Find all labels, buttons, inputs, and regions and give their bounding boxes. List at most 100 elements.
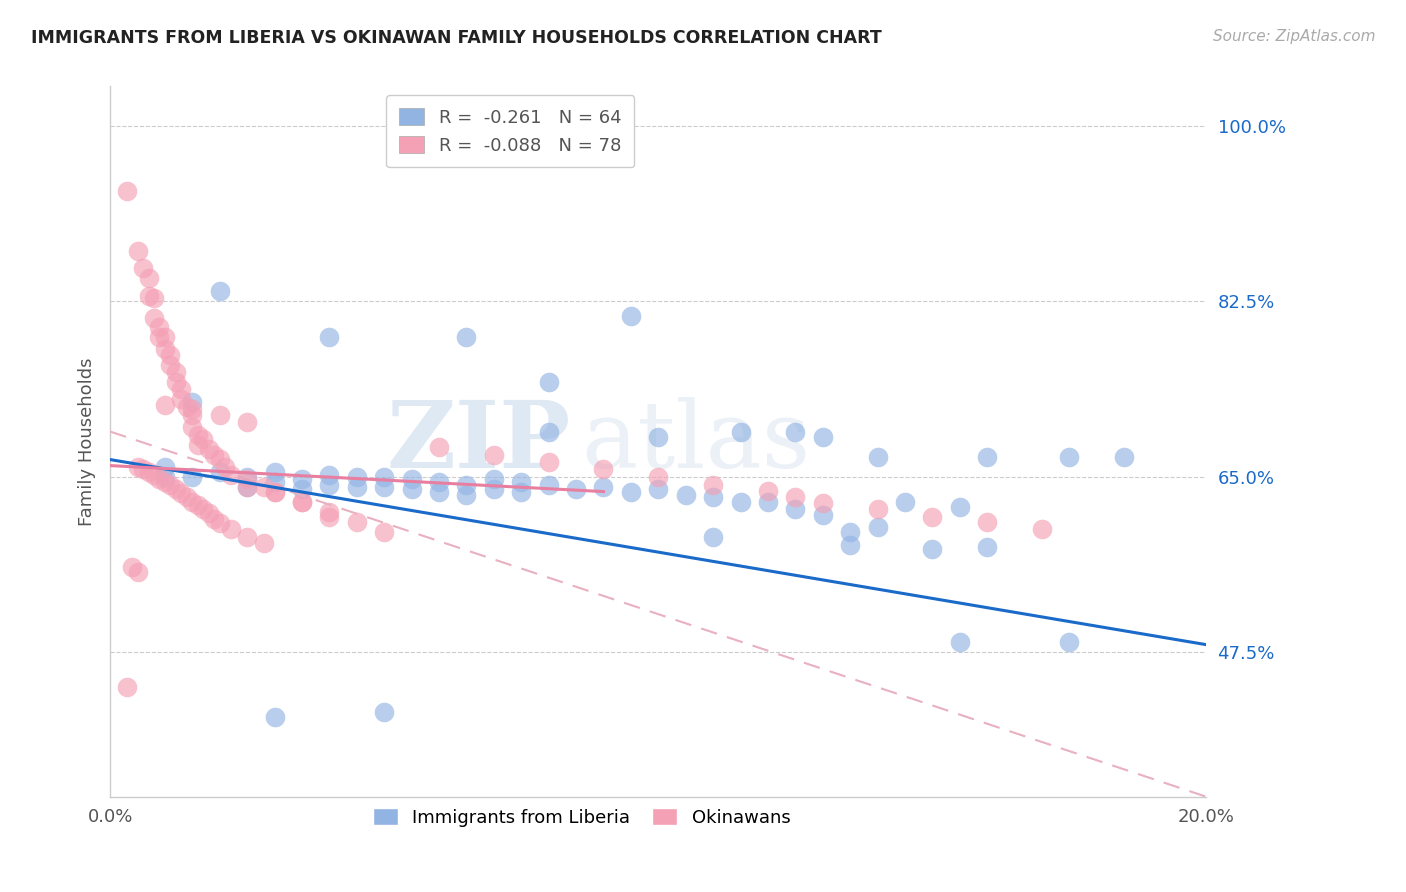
Point bbox=[236, 530, 259, 544]
Point bbox=[181, 401, 204, 416]
Point bbox=[153, 459, 176, 474]
Point bbox=[702, 490, 724, 504]
Point bbox=[115, 185, 138, 199]
Point bbox=[373, 524, 395, 539]
Point bbox=[702, 477, 724, 491]
Point bbox=[219, 467, 242, 482]
Point bbox=[253, 480, 276, 494]
Point bbox=[291, 472, 314, 486]
Point bbox=[181, 469, 204, 483]
Point bbox=[811, 429, 834, 443]
Point bbox=[202, 511, 225, 525]
Point bbox=[510, 484, 533, 499]
Point bbox=[181, 394, 204, 409]
Point bbox=[949, 500, 972, 514]
Point bbox=[756, 494, 779, 508]
Point bbox=[427, 440, 450, 454]
Point bbox=[318, 477, 340, 491]
Point bbox=[537, 477, 560, 491]
Point bbox=[1059, 450, 1081, 464]
Point bbox=[839, 538, 862, 552]
Point bbox=[132, 461, 155, 475]
Text: ZIP: ZIP bbox=[387, 397, 571, 486]
Point bbox=[318, 509, 340, 524]
Point bbox=[976, 515, 998, 529]
Point bbox=[894, 494, 917, 508]
Point bbox=[127, 244, 149, 259]
Point bbox=[208, 465, 231, 479]
Point bbox=[401, 482, 423, 496]
Point bbox=[456, 487, 478, 501]
Point bbox=[537, 375, 560, 389]
Legend: Immigrants from Liberia, Okinawans: Immigrants from Liberia, Okinawans bbox=[366, 801, 797, 834]
Point bbox=[647, 482, 669, 496]
Point bbox=[159, 358, 181, 372]
Point bbox=[976, 450, 998, 464]
Point bbox=[148, 329, 170, 343]
Point bbox=[143, 311, 166, 326]
Point bbox=[208, 285, 231, 299]
Point bbox=[482, 482, 505, 496]
Y-axis label: Family Households: Family Households bbox=[79, 358, 96, 525]
Point bbox=[236, 480, 259, 494]
Point bbox=[647, 429, 669, 443]
Point bbox=[866, 501, 889, 516]
Point bbox=[263, 710, 285, 724]
Point bbox=[253, 535, 276, 549]
Point bbox=[1059, 634, 1081, 648]
Point bbox=[165, 482, 187, 496]
Point bbox=[702, 530, 724, 544]
Point bbox=[346, 480, 368, 494]
Point bbox=[170, 392, 193, 406]
Point bbox=[1031, 522, 1053, 536]
Point bbox=[921, 541, 943, 556]
Point bbox=[839, 524, 862, 539]
Point bbox=[187, 437, 209, 451]
Point bbox=[510, 475, 533, 489]
Point bbox=[785, 425, 807, 439]
Point bbox=[373, 705, 395, 719]
Point bbox=[263, 484, 285, 499]
Text: IMMIGRANTS FROM LIBERIA VS OKINAWAN FAMILY HOUSEHOLDS CORRELATION CHART: IMMIGRANTS FROM LIBERIA VS OKINAWAN FAMI… bbox=[31, 29, 882, 46]
Point bbox=[115, 680, 138, 694]
Text: atlas: atlas bbox=[582, 397, 811, 486]
Point bbox=[373, 469, 395, 483]
Point bbox=[949, 634, 972, 648]
Point bbox=[143, 292, 166, 306]
Point bbox=[153, 469, 176, 483]
Text: Source: ZipAtlas.com: Source: ZipAtlas.com bbox=[1212, 29, 1375, 44]
Point bbox=[1114, 450, 1136, 464]
Point bbox=[730, 425, 752, 439]
Point bbox=[193, 432, 215, 446]
Point bbox=[198, 442, 221, 456]
Point bbox=[537, 425, 560, 439]
Point bbox=[187, 498, 209, 512]
Point bbox=[198, 506, 221, 520]
Point bbox=[456, 329, 478, 343]
Point bbox=[456, 477, 478, 491]
Point bbox=[482, 448, 505, 462]
Point bbox=[193, 501, 215, 516]
Point bbox=[143, 467, 166, 482]
Point bbox=[785, 501, 807, 516]
Point bbox=[263, 484, 285, 499]
Point bbox=[165, 365, 187, 379]
Point bbox=[756, 483, 779, 498]
Point bbox=[592, 480, 614, 494]
Point bbox=[153, 329, 176, 343]
Point bbox=[482, 472, 505, 486]
Point bbox=[537, 454, 560, 468]
Point bbox=[675, 487, 697, 501]
Point bbox=[153, 398, 176, 412]
Point bbox=[236, 469, 259, 483]
Point bbox=[318, 329, 340, 343]
Point bbox=[811, 495, 834, 509]
Point bbox=[127, 459, 149, 474]
Point bbox=[866, 519, 889, 533]
Point bbox=[236, 472, 259, 486]
Point bbox=[620, 484, 643, 499]
Point bbox=[121, 559, 143, 574]
Point bbox=[318, 505, 340, 519]
Point bbox=[730, 494, 752, 508]
Point bbox=[921, 509, 943, 524]
